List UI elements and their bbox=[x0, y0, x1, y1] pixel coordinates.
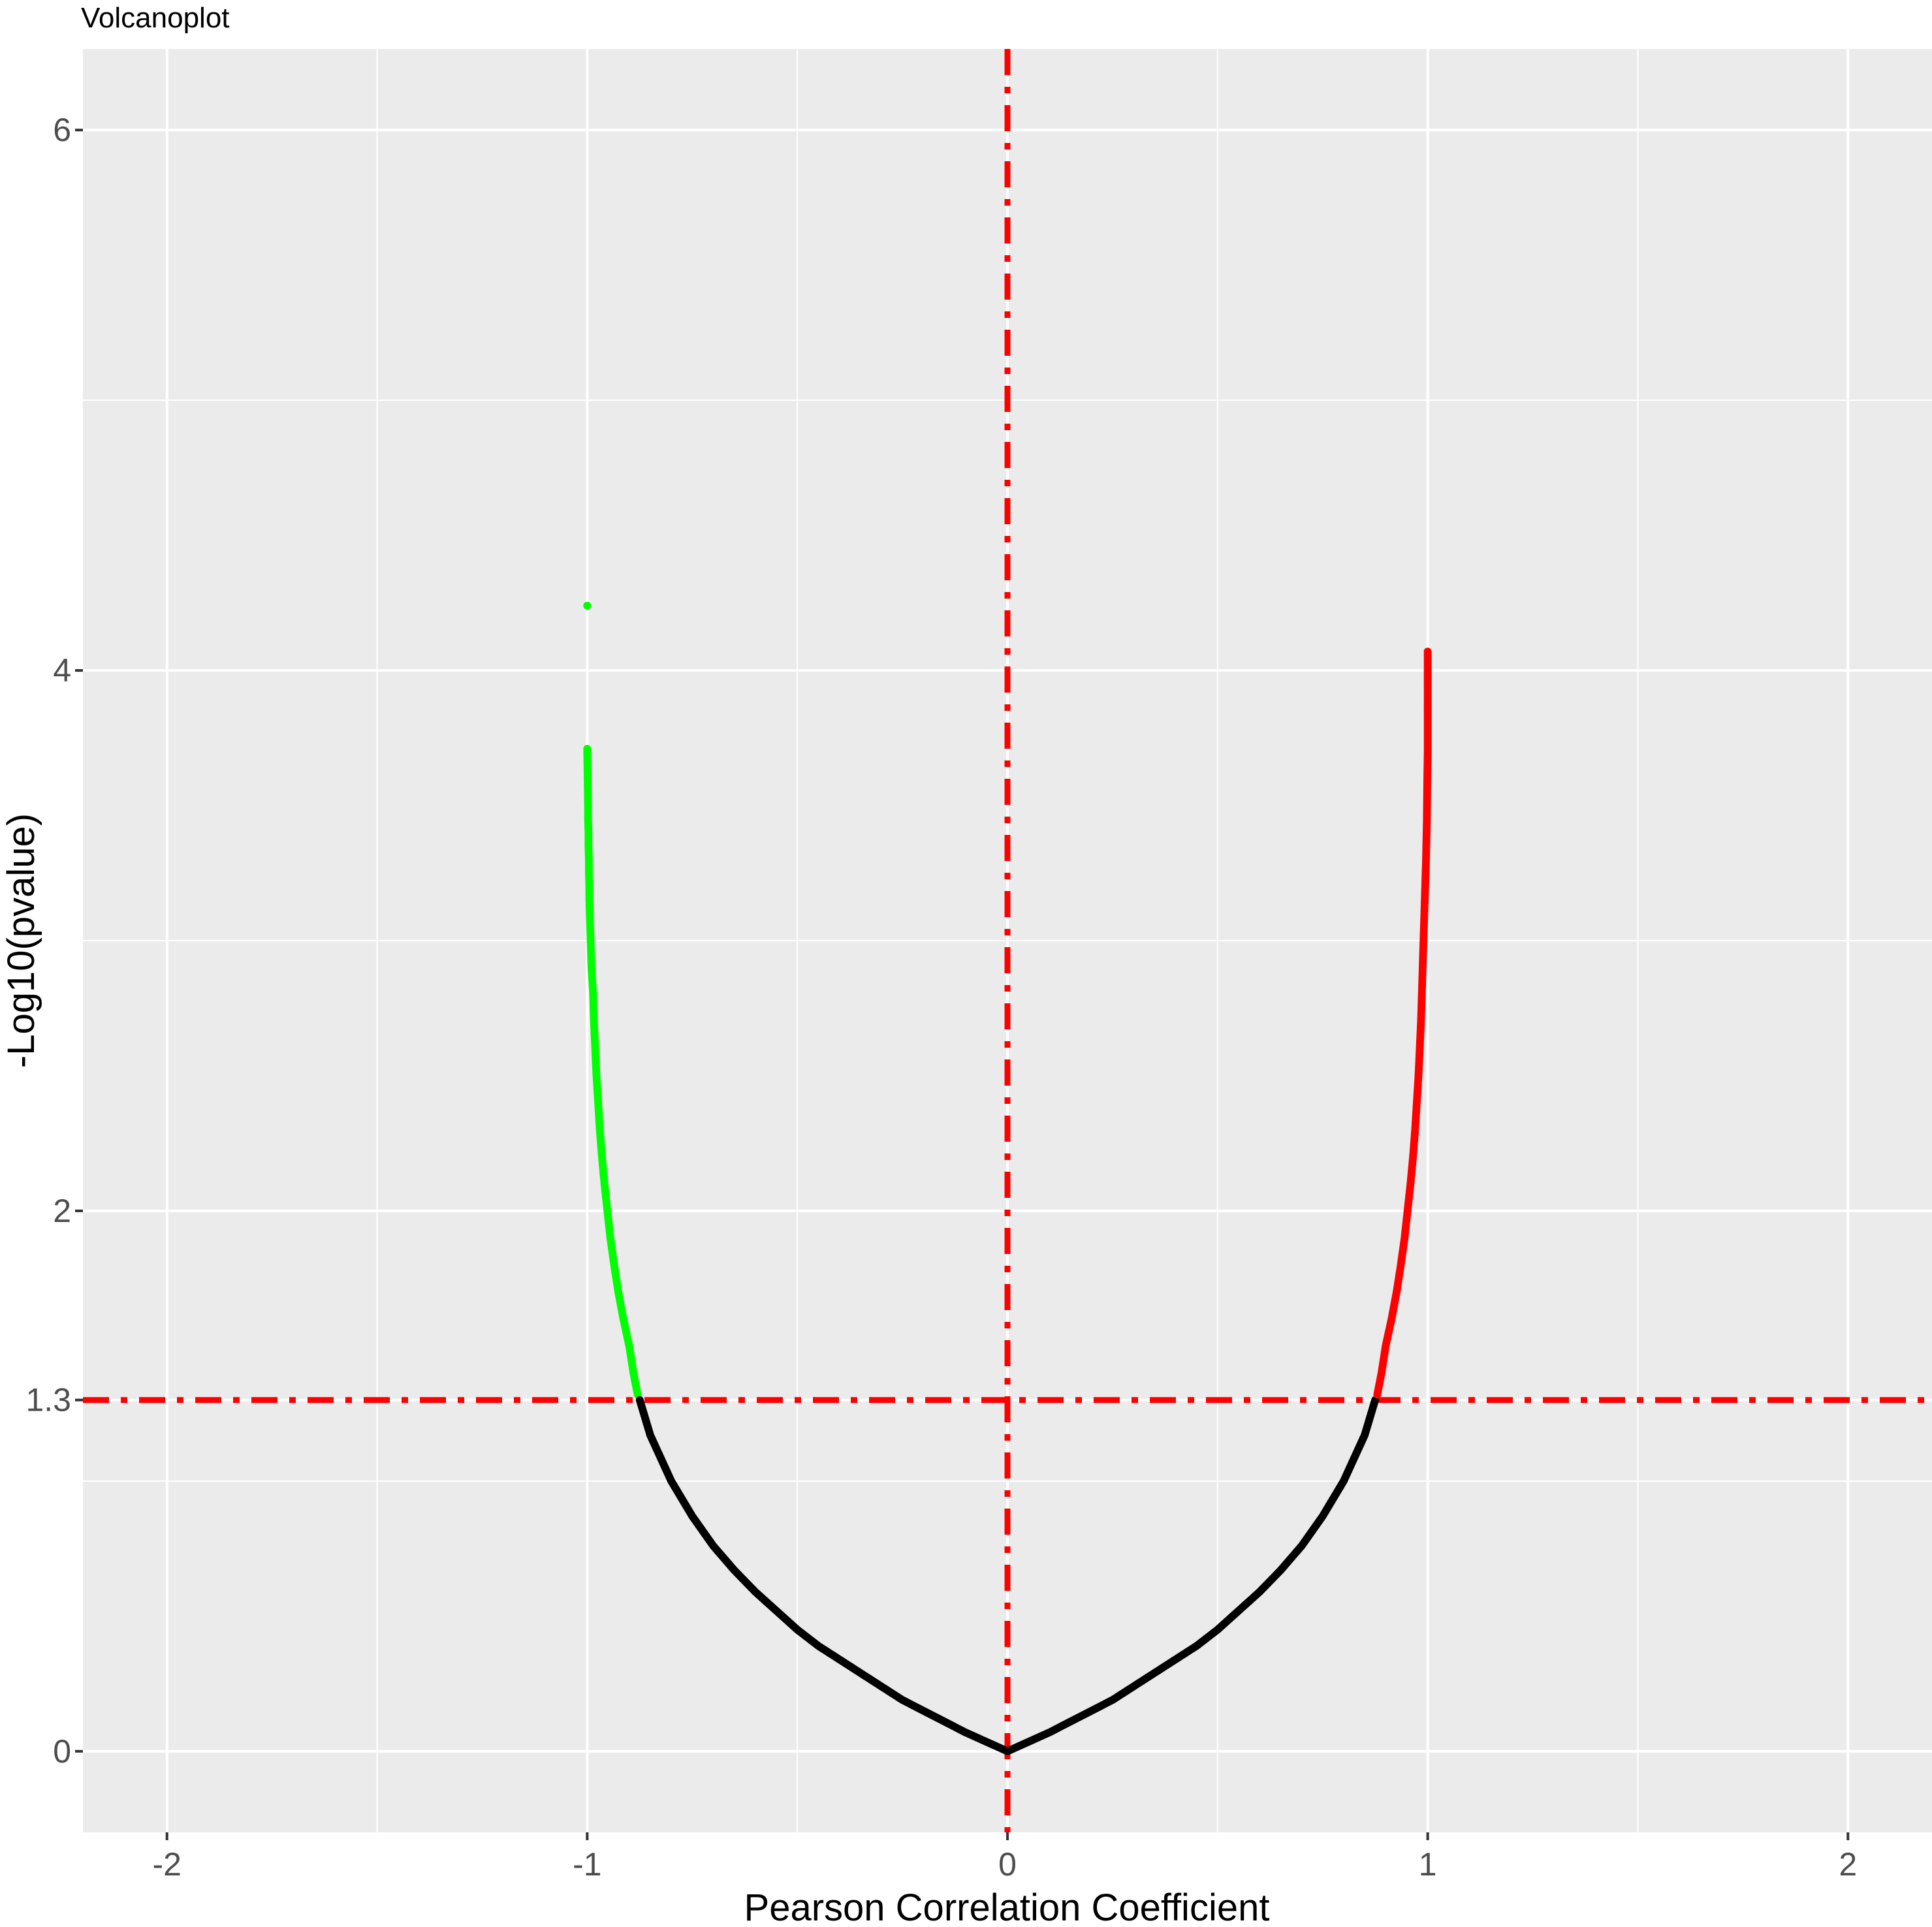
x-tick-label: -1 bbox=[573, 1846, 601, 1883]
x-axis-title: Pearson Correlation Coefficient bbox=[744, 1887, 1270, 1924]
series-negative_significant bbox=[583, 601, 642, 1399]
y-tick-label: 4 bbox=[53, 652, 71, 689]
y-tick-label: 6 bbox=[53, 112, 71, 148]
x-tick-label: 0 bbox=[998, 1846, 1017, 1883]
y-tick-label: 0 bbox=[53, 1733, 71, 1770]
reference-lines bbox=[83, 49, 1932, 1832]
x-tick-label: 2 bbox=[1839, 1846, 1857, 1883]
series-positive_significant bbox=[1373, 648, 1432, 1399]
y-tick-label: 2 bbox=[53, 1193, 71, 1229]
x-tick-label: 1 bbox=[1419, 1846, 1437, 1883]
y-tick-label: 1.3 bbox=[25, 1382, 71, 1418]
data-points bbox=[583, 601, 1432, 1755]
data-point bbox=[1423, 648, 1432, 656]
series-not_significant bbox=[635, 1396, 1380, 1755]
axis-ticks: -2 -1 0 1 2 0 1.3 2 4 6 bbox=[25, 112, 1857, 1883]
data-point bbox=[583, 601, 592, 610]
y-axis-title: -Log10(pvalue) bbox=[0, 813, 42, 1068]
chart-title: Volcanoplot bbox=[81, 2, 230, 34]
x-tick-label: -2 bbox=[152, 1846, 181, 1883]
